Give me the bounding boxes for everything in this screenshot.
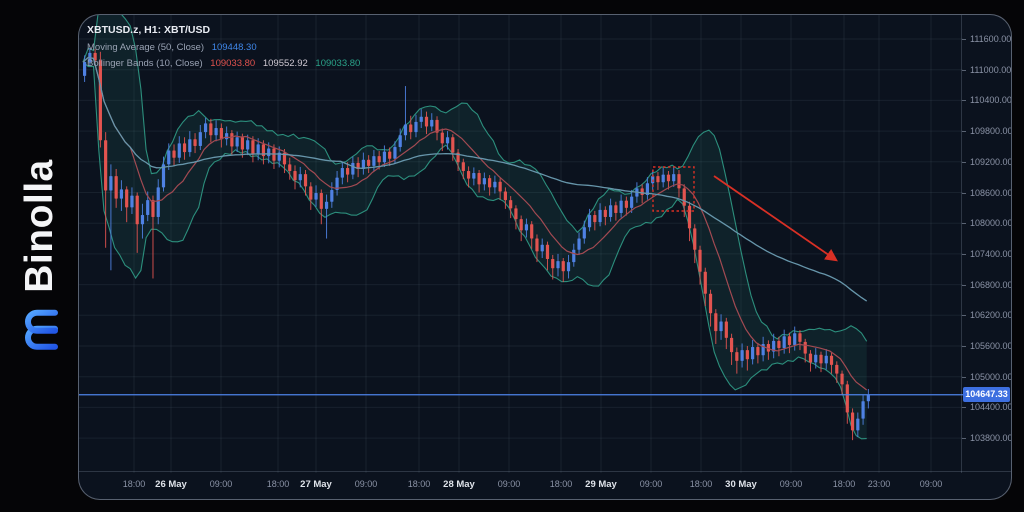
- brand-sidebar: Binolla: [0, 0, 78, 512]
- brand-name: Binolla: [17, 159, 61, 293]
- date-label: 28 May: [443, 479, 475, 490]
- price-tick: [962, 407, 966, 409]
- time-label: 09:00: [497, 479, 521, 489]
- time-label: 18:00: [407, 479, 431, 489]
- price-label: 107400.00: [970, 248, 1012, 259]
- price-tick: [962, 69, 966, 71]
- bollinger-legend[interactable]: Bollinger Bands (10, Close) 109033.80 10…: [87, 58, 360, 69]
- brand-logo: Binolla: [17, 159, 61, 353]
- price-label: 108000.00: [970, 218, 1012, 229]
- price-tick: [962, 131, 966, 133]
- time-label: 09:00: [639, 479, 663, 489]
- symbol-title[interactable]: XBTUSD.z, H1: XBT/USD: [87, 24, 211, 36]
- price-tick: [962, 438, 966, 440]
- price-tick: [962, 315, 966, 317]
- price-tick: [962, 223, 966, 225]
- candles: [83, 48, 870, 441]
- price-label: 109800.00: [970, 126, 1012, 137]
- price-tick: [962, 161, 966, 163]
- price-tick: [962, 100, 966, 102]
- price-tick: [962, 253, 966, 255]
- grid-lines: [79, 15, 963, 473]
- price-tick: [962, 39, 966, 40]
- time-axis[interactable]: 18:00 26 May 09:00 18:00 27 May 09:00 18:00 28 …: [79, 471, 1011, 499]
- ma-value: 109448.30: [211, 42, 257, 53]
- time-label: 18:00: [266, 479, 290, 489]
- price-tick: [962, 376, 966, 378]
- price-label: 105000.00: [970, 371, 1012, 382]
- highlight-rectangle[interactable]: [652, 166, 695, 212]
- time-label: 18:00: [832, 479, 856, 489]
- price-axis[interactable]: 104647.33 111600.00 111000.00 110400.00 109…: [961, 15, 1011, 473]
- time-label: 18:00: [689, 479, 713, 489]
- price-label: 103800.00: [970, 433, 1012, 444]
- time-label: 18:00: [122, 479, 146, 489]
- bollinger-band: [82, 15, 868, 440]
- time-label: 09:00: [779, 479, 803, 489]
- binolla-logo-icon: [25, 309, 58, 350]
- price-label: 111600.00: [970, 34, 1012, 44]
- chart-plot[interactable]: [79, 15, 963, 473]
- price-label: 111000.00: [970, 64, 1012, 75]
- time-label: 18:00: [549, 479, 573, 489]
- price-label: 106800.00: [970, 279, 1012, 290]
- price-label: 108600.00: [970, 187, 1012, 198]
- candlestick-chart[interactable]: [79, 15, 963, 473]
- chart-panel: 104647.33 111600.00 111000.00 110400.00 109…: [78, 14, 1012, 500]
- price-label: 110400.00: [970, 95, 1012, 106]
- annotations[interactable]: [652, 166, 838, 262]
- date-label: 29 May: [585, 479, 617, 490]
- price-tick: [962, 284, 966, 286]
- date-label: 26 May: [155, 479, 187, 490]
- bb-value-upper: 109552.92: [262, 58, 308, 69]
- price-label: 104400.00: [970, 402, 1012, 413]
- bb-label: Bollinger Bands (10, Close): [87, 58, 203, 69]
- date-label: 30 May: [725, 479, 757, 490]
- bb-value-basis: 109033.80: [315, 58, 361, 69]
- price-tick: [962, 192, 966, 194]
- last-price-badge: 104647.33: [963, 387, 1010, 403]
- time-label: 23:00: [867, 479, 891, 489]
- price-label: 109200.00: [970, 156, 1012, 167]
- indicator-lines: [82, 56, 868, 391]
- moving-average-legend[interactable]: Moving Average (50, Close) 109448.30: [87, 42, 360, 53]
- time-label: 09:00: [354, 479, 378, 489]
- price-label: 105600.00: [970, 341, 1012, 351]
- price-label: 106200.00: [970, 310, 1012, 321]
- trend-arrow[interactable]: [713, 175, 838, 262]
- time-label: 09:00: [919, 479, 943, 489]
- chart-legend: XBTUSD.z, H1: XBT/USD Moving Average (50…: [87, 24, 360, 74]
- time-label: 09:00: [209, 479, 233, 489]
- bb-value-lower: 109033.80: [210, 58, 256, 69]
- ma-label: Moving Average (50, Close): [87, 42, 205, 53]
- price-tick: [962, 346, 966, 347]
- date-label: 27 May: [300, 479, 332, 490]
